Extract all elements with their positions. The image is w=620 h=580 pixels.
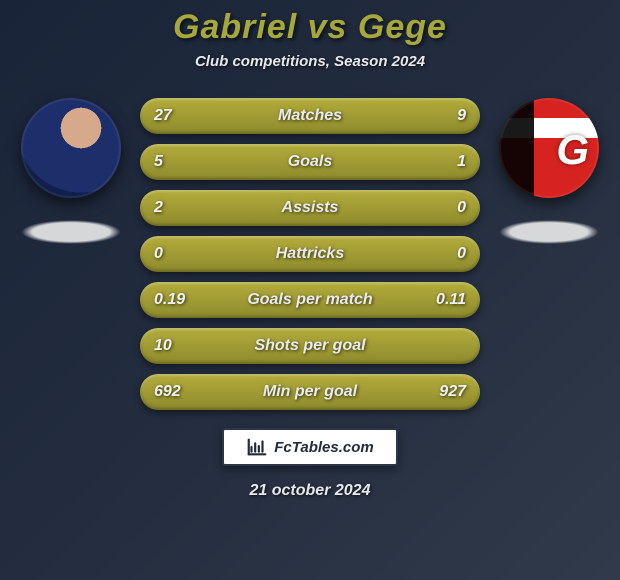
stat-label: Goals per match: [194, 291, 426, 309]
player-left: [16, 98, 126, 244]
stat-value-left: 0: [154, 245, 194, 263]
stat-value-left: 2: [154, 199, 194, 217]
stat-value-left: 27: [154, 107, 194, 125]
comparison-arena: 27 Matches 9 5 Goals 1 2 Assists 0 0 Hat…: [0, 98, 620, 410]
stat-label: Matches: [194, 107, 426, 125]
avatar-right: [499, 98, 599, 198]
avatar-left: [21, 98, 121, 198]
brand-badge[interactable]: FcTables.com: [222, 428, 398, 466]
stat-label: Assists: [194, 199, 426, 217]
brand-text: FcTables.com: [274, 439, 373, 456]
stat-value-left: 692: [154, 383, 194, 401]
stat-value-right: 1: [426, 153, 466, 171]
date-text: 21 october 2024: [250, 482, 371, 500]
stat-value-left: 0.19: [154, 291, 194, 309]
stat-label: Shots per goal: [194, 337, 426, 355]
comparison-card: Gabriel vs Gege Club competitions, Seaso…: [0, 0, 620, 580]
stat-value-right: 0: [426, 245, 466, 263]
stat-row: 692 Min per goal 927: [140, 374, 480, 410]
player-right: [494, 98, 604, 244]
stat-row: 2 Assists 0: [140, 190, 480, 226]
stat-label: Hattricks: [194, 245, 426, 263]
stat-row: 27 Matches 9: [140, 98, 480, 134]
stat-value-right: 0.11: [426, 291, 466, 309]
stat-value-right: 927: [426, 383, 466, 401]
stat-value-left: 10: [154, 337, 194, 355]
stat-label: Min per goal: [194, 383, 426, 401]
stat-value-right: 0: [426, 199, 466, 217]
stat-row: 5 Goals 1: [140, 144, 480, 180]
stat-bars: 27 Matches 9 5 Goals 1 2 Assists 0 0 Hat…: [140, 98, 480, 410]
stat-value-left: 5: [154, 153, 194, 171]
chart-icon: [246, 436, 268, 458]
stat-label: Goals: [194, 153, 426, 171]
stat-row: 0.19 Goals per match 0.11: [140, 282, 480, 318]
subtitle: Club competitions, Season 2024: [195, 53, 425, 70]
stat-value-right: 9: [426, 107, 466, 125]
stat-row: 10 Shots per goal: [140, 328, 480, 364]
page-title: Gabriel vs Gege: [173, 8, 447, 47]
avatar-shadow: [499, 220, 599, 244]
stat-row: 0 Hattricks 0: [140, 236, 480, 272]
avatar-shadow: [21, 220, 121, 244]
